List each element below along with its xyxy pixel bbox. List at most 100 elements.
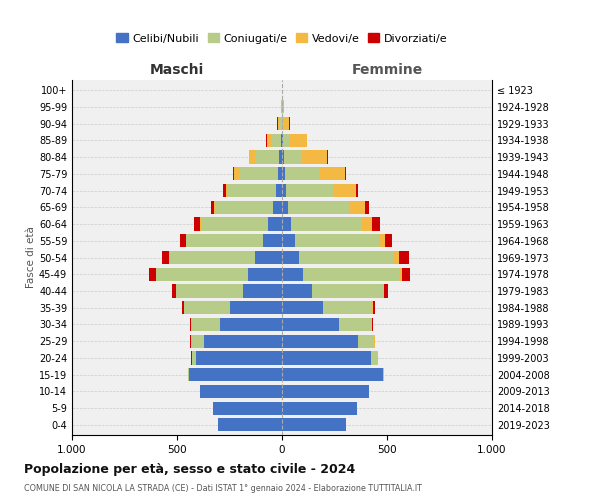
Bar: [282, 334, 358, 348]
Bar: [338, 318, 371, 331]
Bar: [282, 218, 291, 230]
Bar: [169, 251, 170, 264]
Bar: [190, 318, 191, 331]
Bar: [226, 184, 229, 197]
Bar: [191, 334, 204, 348]
Bar: [229, 301, 282, 314]
Bar: [327, 150, 328, 164]
Bar: [276, 184, 282, 197]
Bar: [214, 200, 216, 214]
Bar: [278, 117, 280, 130]
Bar: [233, 167, 235, 180]
Bar: [303, 268, 400, 281]
Bar: [216, 200, 272, 214]
Bar: [213, 402, 282, 414]
Bar: [291, 218, 362, 230]
Bar: [282, 284, 313, 298]
Bar: [184, 301, 229, 314]
Text: Maschi: Maschi: [150, 64, 204, 78]
Bar: [281, 134, 282, 147]
Bar: [289, 134, 307, 147]
Bar: [379, 234, 385, 247]
Bar: [223, 184, 226, 197]
Bar: [248, 268, 282, 281]
Bar: [286, 184, 333, 197]
Bar: [282, 301, 323, 314]
Bar: [282, 352, 371, 364]
Bar: [365, 200, 369, 214]
Bar: [282, 200, 288, 214]
Bar: [282, 134, 283, 147]
Bar: [194, 218, 200, 230]
Bar: [182, 301, 184, 314]
Bar: [188, 368, 282, 381]
Bar: [282, 150, 284, 164]
Bar: [372, 218, 380, 230]
Bar: [268, 218, 282, 230]
Bar: [267, 134, 271, 147]
Bar: [280, 117, 281, 130]
Bar: [239, 167, 278, 180]
Legend: Celibi/Nubili, Coniugati/e, Vedovi/e, Divorziati/e: Celibi/Nubili, Coniugati/e, Vedovi/e, Di…: [112, 29, 452, 48]
Bar: [282, 418, 346, 432]
Bar: [266, 134, 267, 147]
Bar: [358, 334, 374, 348]
Text: Popolazione per età, sesso e stato civile - 2024: Popolazione per età, sesso e stato civil…: [24, 462, 355, 475]
Bar: [362, 218, 372, 230]
Bar: [349, 200, 365, 214]
Bar: [282, 318, 338, 331]
Bar: [282, 368, 383, 381]
Bar: [282, 402, 356, 414]
Bar: [284, 150, 302, 164]
Bar: [295, 234, 379, 247]
Bar: [288, 200, 349, 214]
Bar: [345, 167, 346, 180]
Bar: [374, 334, 375, 348]
Bar: [235, 167, 239, 180]
Bar: [200, 385, 282, 398]
Bar: [272, 200, 282, 214]
Bar: [384, 284, 388, 298]
Bar: [176, 284, 243, 298]
Bar: [394, 251, 398, 264]
Bar: [161, 251, 169, 264]
Bar: [200, 218, 201, 230]
Bar: [220, 318, 282, 331]
Bar: [218, 418, 282, 432]
Bar: [283, 134, 289, 147]
Bar: [282, 234, 295, 247]
Bar: [204, 334, 282, 348]
Bar: [181, 234, 185, 247]
Bar: [192, 352, 196, 364]
Bar: [243, 284, 282, 298]
Bar: [398, 251, 409, 264]
Bar: [250, 150, 256, 164]
Bar: [156, 268, 248, 281]
Bar: [302, 150, 327, 164]
Bar: [371, 318, 373, 331]
Bar: [383, 368, 384, 381]
Bar: [284, 117, 289, 130]
Y-axis label: Fasce di età: Fasce di età: [26, 226, 36, 288]
Bar: [383, 284, 384, 298]
Bar: [320, 167, 345, 180]
Bar: [373, 301, 376, 314]
Bar: [402, 268, 410, 281]
Bar: [281, 100, 282, 114]
Bar: [254, 251, 282, 264]
Bar: [356, 184, 358, 197]
Bar: [313, 284, 383, 298]
Bar: [333, 184, 356, 197]
Bar: [278, 167, 282, 180]
Bar: [282, 184, 286, 197]
Bar: [229, 184, 276, 197]
Bar: [372, 301, 373, 314]
Bar: [371, 352, 377, 364]
Bar: [385, 234, 392, 247]
Bar: [256, 150, 280, 164]
Bar: [170, 251, 254, 264]
Bar: [282, 167, 285, 180]
Bar: [271, 134, 281, 147]
Bar: [285, 167, 320, 180]
Bar: [185, 234, 187, 247]
